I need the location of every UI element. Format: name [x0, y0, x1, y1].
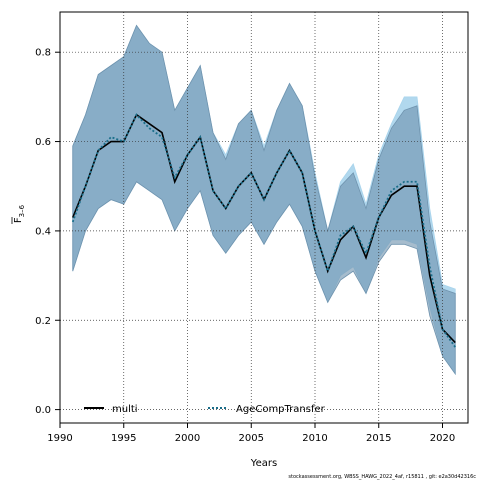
legend: multi AgeCompTransfer [84, 404, 326, 415]
y-tick-label-0: 0.0 [35, 405, 51, 416]
x-tick-label-2010: 2010 [302, 433, 327, 444]
tick-labels: 1990 1995 2000 2005 2010 2015 2020 0.0 0.2 0.4 0.6… [35, 48, 455, 444]
svg-text:F3–6: F3–6 [13, 204, 26, 223]
legend-label-multi: multi [112, 404, 138, 415]
y-tick-label-1: 0.2 [35, 316, 51, 327]
footer-text: stockassessment.org, WBSS_HAWG_2022_4af,… [288, 474, 476, 480]
x-tick-label-2020: 2020 [430, 433, 455, 444]
plot-frame [59, 11, 469, 424]
y-axis-label: F3–6 [11, 204, 26, 224]
y-tick-label-2: 0.4 [35, 226, 51, 237]
axes [55, 11, 469, 428]
x-tick-label-2005: 2005 [239, 433, 264, 444]
x-tick-label-2015: 2015 [366, 433, 391, 444]
series-lines [71, 113, 456, 348]
y-tick-label-4: 0.8 [35, 48, 51, 59]
x-tick-label-2000: 2000 [175, 433, 200, 444]
line-agecomptransfer [71, 113, 456, 348]
legend-label-agecomptransfer: AgeCompTransfer [236, 404, 326, 415]
y-axis-label-sub: 3–6 [18, 204, 26, 217]
grid-lines [59, 12, 468, 423]
x-tick-label-1990: 1990 [47, 433, 72, 444]
x-tick-label-1995: 1995 [111, 433, 136, 444]
y-axis-label-main: F [13, 217, 24, 223]
x-axis-label: Years [250, 458, 277, 469]
y-tick-label-3: 0.6 [35, 137, 51, 148]
